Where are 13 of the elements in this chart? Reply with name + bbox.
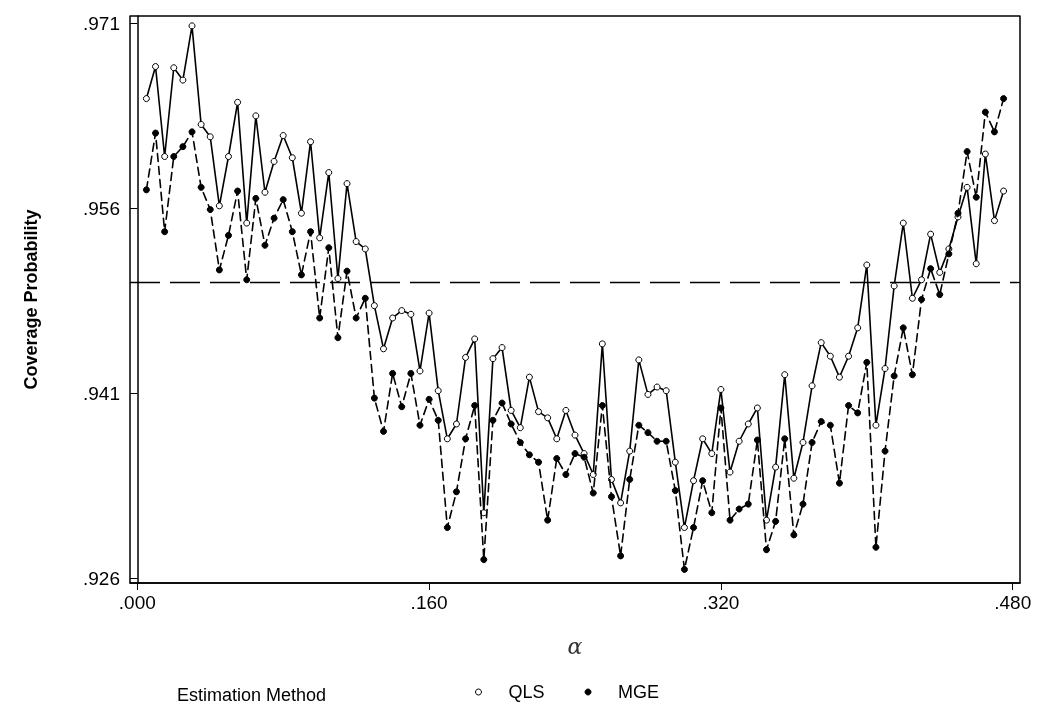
x-tick-label: .320	[702, 592, 740, 613]
y-tick-label: .941	[83, 382, 120, 404]
x-tick-label: .000	[118, 592, 156, 613]
x-tick-label: .160	[410, 592, 448, 613]
y-axis-title: Coverage Probability	[21, 209, 41, 390]
legend-label: QLS	[508, 682, 545, 702]
x-axis-title: α	[567, 633, 583, 659]
legend-title: Estimation Method	[177, 685, 327, 705]
x-tick-label: .480	[994, 592, 1032, 613]
y-tick-label: .956	[83, 197, 120, 219]
legend-label: MGE	[618, 682, 660, 702]
y-tick-label: .926	[83, 567, 120, 589]
y-tick-label: .971	[83, 12, 120, 34]
